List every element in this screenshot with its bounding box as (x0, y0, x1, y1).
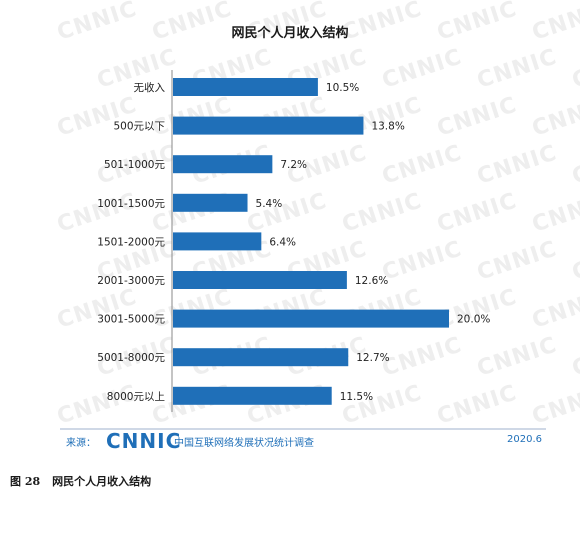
chart-title: 网民个人月收入结构 (231, 25, 348, 41)
watermark-text: CNNIC (244, 188, 330, 237)
watermark-text: CNNIC (529, 380, 580, 429)
watermark-text: CNNIC (339, 0, 425, 46)
category-label: 500元以下 (113, 121, 165, 133)
watermark-text: CNNIC (379, 332, 465, 381)
value-label: 5.4% (256, 198, 283, 210)
value-label: 6.4% (269, 236, 296, 248)
report-name: 中国互联网络发展状况统计调查 (174, 438, 314, 449)
watermark-text: CNNIC (54, 284, 140, 333)
value-label: 11.5% (340, 391, 373, 403)
bar-7 (173, 309, 449, 328)
footer-divider (60, 428, 546, 430)
watermark-text: CNNIC (569, 140, 580, 189)
source-footer: 来源： CNNIC 中国互联网络发展状况统计调查 2020.6 (60, 428, 546, 453)
figure-caption: 图 28 网民个人月收入结构 (10, 473, 163, 489)
watermark-text: CNNIC (379, 44, 465, 93)
watermark-text: CNNIC (569, 236, 580, 285)
category-label: 1501-2000元 (97, 236, 165, 248)
watermark-text: CNNIC (379, 236, 465, 285)
footer-date: 2020.6 (507, 434, 542, 445)
watermark-text: CNNIC (474, 140, 560, 189)
watermark-text: CNNIC (434, 188, 520, 237)
category-label: 5001-8000元 (97, 352, 165, 364)
watermark-text: CNNIC (434, 92, 520, 141)
value-label: 13.8% (371, 121, 404, 133)
value-label: 20.0% (457, 314, 490, 326)
figure-number: 图 28 (10, 475, 41, 488)
watermark-text: CNNIC (339, 188, 425, 237)
category-label: 501-1000元 (104, 159, 166, 171)
cnnic-logo: CNNIC (106, 429, 182, 453)
bar-8 (173, 348, 349, 367)
bar-6 (173, 271, 347, 289)
watermark-text: CNNIC (434, 0, 520, 46)
source-label: 来源： (66, 438, 96, 449)
value-label: 12.7% (356, 352, 389, 364)
category-label: 1001-1500元 (97, 198, 165, 210)
bars-layer: 无收入 10.5% 500元以下 13.8% 501-1000元 7.2% 1001-150… (97, 78, 490, 405)
figure-caption-text: 网民个人月收入结构 (52, 475, 152, 488)
watermark-text: CNNIC (529, 0, 580, 46)
category-label: 无收入 (134, 81, 166, 94)
value-label: 10.5% (326, 82, 359, 94)
bar-5 (173, 232, 262, 251)
watermark-text: CNNIC (529, 188, 580, 237)
watermark-text: CNNIC (54, 92, 140, 141)
watermark-text: CNNIC (339, 380, 425, 429)
value-label: 7.2% (280, 159, 307, 171)
category-label: 3001-5000元 (97, 314, 165, 326)
watermark-text: CNNIC (569, 44, 580, 93)
watermark-text: CNNIC (54, 188, 140, 237)
watermark-text: CNNIC (529, 284, 580, 333)
bar-9 (173, 386, 332, 405)
value-label: 12.6% (355, 275, 388, 287)
watermark-text: CNNIC (54, 380, 140, 429)
watermark-text: CNNIC (54, 0, 140, 46)
bar-3 (173, 155, 273, 174)
category-label: 8000元以上 (107, 391, 165, 403)
bar-4 (173, 193, 248, 212)
watermark-text: CNNIC (149, 0, 235, 46)
category-label: 2001-3000元 (97, 275, 165, 287)
watermark-text: CNNIC (474, 44, 560, 93)
bar-1 (173, 78, 318, 96)
watermark-text: CNNIC (529, 92, 580, 141)
bar-2 (173, 116, 364, 135)
watermark-text: CNNIC (474, 332, 560, 381)
watermark-text: CNNIC (474, 236, 560, 285)
watermark-text: CNNIC (379, 140, 465, 189)
watermark-text: CNNIC (434, 380, 520, 429)
watermark-text: CNNIC (569, 332, 580, 381)
